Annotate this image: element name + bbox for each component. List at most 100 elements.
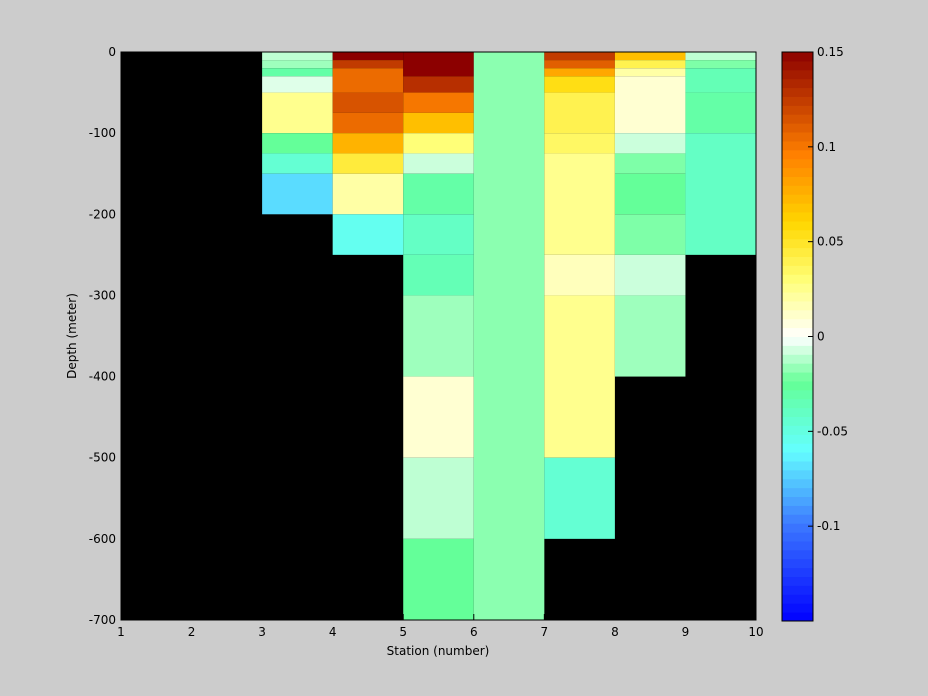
y-tick-label: -500 bbox=[89, 451, 116, 465]
heatmap-cell bbox=[544, 153, 615, 255]
colorbar-segment bbox=[782, 372, 813, 382]
colorbar-segment bbox=[782, 52, 813, 62]
heatmap-cell bbox=[403, 457, 474, 539]
colorbar-segment bbox=[782, 247, 813, 257]
heatmap-cell bbox=[544, 76, 615, 93]
colorbar-segment bbox=[782, 229, 813, 240]
x-tick-label: 8 bbox=[611, 625, 619, 639]
heatmap-cell bbox=[614, 52, 686, 61]
colorbar-segment bbox=[782, 212, 813, 222]
heatmap-cell bbox=[614, 133, 686, 154]
colorbar-segment bbox=[782, 389, 813, 400]
colorbar-tick-label: -0.05 bbox=[817, 424, 848, 438]
colorbar-segment bbox=[782, 380, 813, 391]
colorbar-segment bbox=[782, 354, 813, 364]
y-tick-label: -300 bbox=[89, 288, 116, 302]
heatmap-cell bbox=[544, 133, 615, 154]
y-tick-label: 0 bbox=[108, 45, 116, 59]
heatmap-cell bbox=[685, 68, 756, 93]
colorbar-segment bbox=[782, 194, 813, 204]
heatmap-cell bbox=[614, 295, 686, 377]
heatmap-cell bbox=[685, 133, 756, 255]
heatmap-cell bbox=[262, 68, 333, 77]
colorbar-segment bbox=[782, 549, 813, 560]
y-tick-label: -700 bbox=[89, 613, 116, 627]
heatmap-cell bbox=[544, 68, 615, 77]
heatmap-cell bbox=[403, 254, 474, 296]
heatmap-cell bbox=[262, 92, 333, 134]
x-tick-label: 3 bbox=[258, 625, 266, 639]
colorbar-segment bbox=[782, 416, 813, 426]
colorbar-segment bbox=[782, 425, 813, 435]
heatmap-cell bbox=[403, 173, 474, 215]
colorbar-segment bbox=[782, 612, 813, 622]
colorbar-segment bbox=[782, 398, 813, 409]
heatmap-cell bbox=[403, 538, 474, 620]
x-tick-label: 2 bbox=[188, 625, 196, 639]
heatmap-cell bbox=[685, 60, 756, 69]
colorbar-segment bbox=[782, 594, 813, 604]
heatmap-cell bbox=[262, 153, 333, 174]
colorbar-segment bbox=[782, 132, 813, 142]
colorbar-segment bbox=[782, 123, 813, 133]
heatmap-cell bbox=[332, 153, 404, 174]
colorbar-segment bbox=[782, 149, 813, 160]
colorbar-segment bbox=[782, 176, 813, 186]
colorbar: 0.15 0.1 0.05 0 -0.05 -0.1 bbox=[781, 45, 848, 622]
heatmap-cell bbox=[614, 254, 686, 296]
colorbar-segment bbox=[782, 576, 813, 586]
heatmap-cell bbox=[614, 76, 686, 134]
colorbar-segment bbox=[782, 407, 813, 418]
heatmap-cell bbox=[332, 68, 404, 93]
y-tick-label: -600 bbox=[89, 532, 116, 546]
heatmap-cell bbox=[685, 52, 756, 61]
colorbar-segment bbox=[782, 327, 813, 337]
x-tick-label: 1 bbox=[117, 625, 125, 639]
heatmap-cell bbox=[614, 173, 686, 215]
heatmap-cell bbox=[544, 92, 615, 134]
heatmap-cell bbox=[685, 92, 756, 134]
heatmap-cell bbox=[332, 133, 404, 154]
colorbar-segment bbox=[782, 300, 813, 311]
colorbar-segment bbox=[782, 478, 813, 489]
colorbar-segment bbox=[782, 318, 813, 329]
colorbar-segment bbox=[782, 69, 813, 80]
colorbar-segment bbox=[782, 460, 813, 471]
heatmap-cell bbox=[332, 60, 404, 69]
colorbar-segment bbox=[782, 496, 813, 506]
heatmap-cell bbox=[403, 133, 474, 154]
colorbar-segment bbox=[782, 158, 813, 169]
heatmap-cell bbox=[544, 295, 615, 458]
colorbar-segment bbox=[782, 256, 813, 266]
colorbar-segment bbox=[782, 540, 813, 551]
colorbar-segment bbox=[782, 105, 813, 115]
colorbar-segment bbox=[782, 292, 813, 302]
heatmap-cell bbox=[262, 133, 333, 154]
colorbar-segment bbox=[782, 585, 813, 595]
colorbar-tick-label: 0.15 bbox=[817, 45, 844, 59]
colorbar-segment bbox=[782, 434, 813, 444]
colorbar-segment bbox=[782, 140, 813, 151]
y-tick-label: -100 bbox=[89, 126, 116, 140]
colorbar-segment bbox=[782, 487, 813, 498]
heatmap-cell bbox=[403, 52, 474, 77]
colorbar-segment bbox=[782, 336, 813, 346]
heatmap-cell bbox=[473, 52, 545, 620]
y-tick-label: -400 bbox=[89, 370, 116, 384]
heatmap-cell bbox=[544, 52, 615, 61]
heatmap-cell bbox=[403, 153, 474, 174]
colorbar-segment bbox=[782, 78, 813, 89]
heatmap-cell bbox=[403, 376, 474, 458]
colorbar-segment bbox=[782, 567, 813, 578]
colorbar-segment bbox=[782, 469, 813, 480]
heatmap-cell bbox=[614, 68, 686, 77]
colorbar-segment bbox=[782, 203, 813, 213]
heatmap-cell bbox=[403, 214, 474, 255]
colorbar-segment bbox=[782, 96, 813, 106]
heatmap-cell bbox=[332, 112, 404, 134]
colorbar-segment bbox=[782, 309, 813, 320]
colorbar-segment bbox=[782, 452, 813, 462]
heatmap-cell bbox=[614, 153, 686, 174]
heatmap-cell bbox=[262, 173, 333, 215]
